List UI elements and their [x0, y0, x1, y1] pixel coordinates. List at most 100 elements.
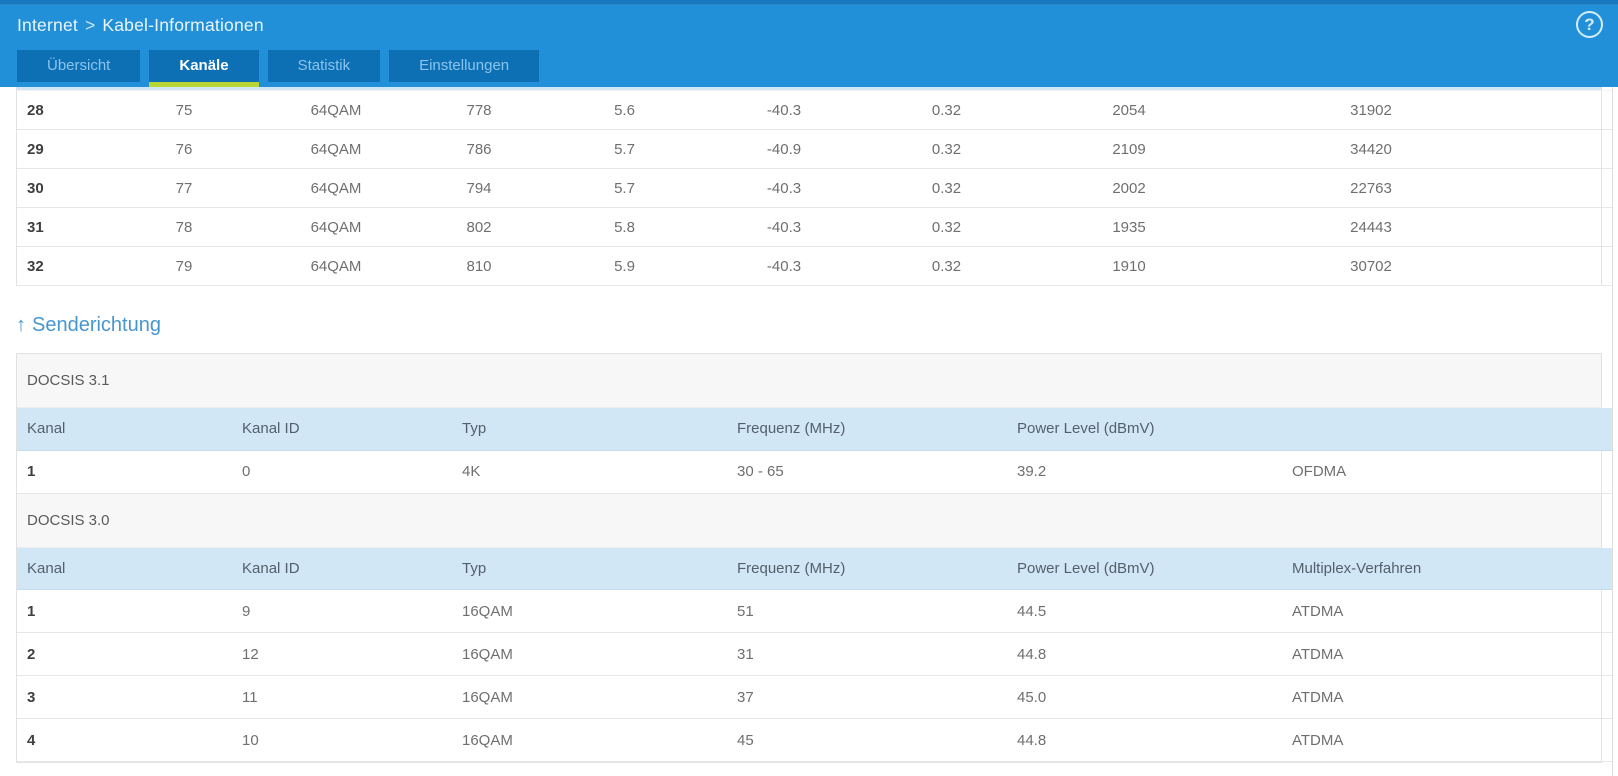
up-arrow-icon: ↑	[16, 314, 26, 336]
cell: 64QAM	[261, 207, 411, 247]
cell: -40.3	[702, 90, 866, 130]
col-typ: Typ	[452, 547, 727, 590]
cell: 76	[107, 129, 261, 169]
cell: 0.32	[866, 207, 1027, 247]
table-row: 29 76 64QAM 786 5.7 -40.9 0.32 2109 3442…	[17, 129, 1613, 169]
tab-kanaele[interactable]: Kanäle	[149, 50, 259, 87]
cell: 31902	[1231, 90, 1511, 130]
upstream-heading-label: Senderichtung	[32, 314, 161, 336]
table-row: 32 79 64QAM 810 5.9 -40.3 0.32 1910 3070…	[17, 246, 1613, 286]
table-header-row: Kanal Kanal ID Typ Frequenz (MHz) Power …	[17, 408, 1613, 451]
upstream-tables-container: DOCSIS 3.1 Kanal Kanal ID Typ Frequenz (…	[16, 353, 1613, 763]
cell: 77	[107, 168, 261, 208]
cell: 0.32	[866, 90, 1027, 130]
scrollbar-track[interactable]	[1612, 87, 1613, 776]
cell: 9	[232, 589, 452, 633]
docsis30-section-label: DOCSIS 3.0	[17, 493, 1601, 548]
tab-statistik[interactable]: Statistik	[267, 50, 381, 82]
table-row: 3 11 16QAM 37 45.0 ATDMA	[17, 675, 1613, 719]
table-row: 30 77 64QAM 794 5.7 -40.3 0.32 2002 2276…	[17, 168, 1613, 208]
cell: 802	[411, 207, 547, 247]
help-icon[interactable]: ?	[1576, 11, 1603, 38]
downstream-table-header-sliver	[17, 87, 1601, 90]
col-kanal-id: Kanal ID	[232, 408, 452, 451]
cell: -40.3	[702, 246, 866, 286]
cell-kanal: 2	[17, 632, 232, 676]
cell: 5.7	[547, 168, 702, 208]
tab-uebersicht[interactable]: Übersicht	[17, 50, 141, 82]
col-frequenz: Frequenz (MHz)	[727, 547, 1007, 590]
cell: -40.3	[702, 168, 866, 208]
cell: 786	[411, 129, 547, 169]
breadcrumb: Internet > Kabel-Informationen	[17, 15, 264, 36]
cell: 4K	[452, 450, 727, 494]
cell-kanal: 28	[17, 90, 107, 130]
cell: 2054	[1027, 90, 1231, 130]
spacer-cell	[1511, 246, 1613, 286]
cell: 16QAM	[452, 632, 727, 676]
header-top-strip	[0, 0, 1618, 5]
cell: 64QAM	[261, 246, 411, 286]
col-multiplex-verfahren: Multiplex-Verfahren	[1282, 547, 1613, 590]
table-row: 1 9 16QAM 51 44.5 ATDMA	[17, 589, 1613, 633]
cell: 37	[727, 675, 1007, 719]
cell: 0.32	[866, 129, 1027, 169]
table-row: 31 78 64QAM 802 5.8 -40.3 0.32 1935 2444…	[17, 207, 1613, 247]
cell: 2109	[1027, 129, 1231, 169]
cell: 64QAM	[261, 168, 411, 208]
table-row: 4 10 16QAM 45 44.8 ATDMA	[17, 718, 1613, 762]
cell: 0.32	[866, 246, 1027, 286]
cell: 45	[727, 718, 1007, 762]
cell: 16QAM	[452, 718, 727, 762]
cell: 30 - 65	[727, 450, 1007, 494]
cell: 0.32	[866, 168, 1027, 208]
col-typ: Typ	[452, 408, 727, 451]
cell: 31	[727, 632, 1007, 676]
docsis31-section-label: DOCSIS 3.1	[17, 354, 1601, 408]
cell: 1910	[1027, 246, 1231, 286]
cell: ATDMA	[1282, 718, 1613, 762]
cell: 778	[411, 90, 547, 130]
cell: 24443	[1231, 207, 1511, 247]
cell: 5.9	[547, 246, 702, 286]
tab-bar: Übersicht Kanäle Statistik Einstellungen	[17, 50, 540, 87]
app-header: Internet > Kabel-Informationen ? Übersicht…	[0, 0, 1618, 87]
cell: 30702	[1231, 246, 1511, 286]
cell: 5.8	[547, 207, 702, 247]
cell: -40.9	[702, 129, 866, 169]
cell-kanal: 29	[17, 129, 107, 169]
cell: 79	[107, 246, 261, 286]
table-header-row: Kanal Kanal ID Typ Frequenz (MHz) Power …	[17, 547, 1613, 590]
cell: 64QAM	[261, 90, 411, 130]
col-kanal-id: Kanal ID	[232, 547, 452, 590]
cell: 5.7	[547, 129, 702, 169]
tab-einstellungen[interactable]: Einstellungen	[389, 50, 540, 82]
breadcrumb-section[interactable]: Internet	[17, 15, 78, 35]
cell: ATDMA	[1282, 675, 1613, 719]
cell: 794	[411, 168, 547, 208]
cell: 44.5	[1007, 589, 1282, 633]
cell-kanal: 30	[17, 168, 107, 208]
cell: 12	[232, 632, 452, 676]
cell: 0	[232, 450, 452, 494]
cell-kanal: 3	[17, 675, 232, 719]
spacer-cell	[1511, 207, 1613, 247]
spacer-cell	[1511, 168, 1613, 208]
cell: 39.2	[1007, 450, 1282, 494]
cell: 5.6	[547, 90, 702, 130]
col-power-level: Power Level (dBmV)	[1007, 408, 1282, 451]
cell: OFDMA	[1282, 450, 1613, 494]
cell: ATDMA	[1282, 632, 1613, 676]
breadcrumb-separator-icon: >	[84, 15, 96, 35]
cell: 11	[232, 675, 452, 719]
cell: 10	[232, 718, 452, 762]
downstream-channels-table: 28 75 64QAM 778 5.6 -40.3 0.32 2054 3190…	[16, 87, 1613, 286]
cell: -40.3	[702, 207, 866, 247]
table-row: 2 12 16QAM 31 44.8 ATDMA	[17, 632, 1613, 676]
docsis30-table: Kanal Kanal ID Typ Frequenz (MHz) Power …	[17, 547, 1613, 762]
col-frequenz: Frequenz (MHz)	[727, 408, 1007, 451]
page-content: 28 75 64QAM 778 5.6 -40.3 0.32 2054 3190…	[0, 87, 1618, 776]
cell: 44.8	[1007, 632, 1282, 676]
breadcrumb-page: Kabel-Informationen	[102, 15, 264, 35]
col-kanal: Kanal	[17, 547, 232, 590]
